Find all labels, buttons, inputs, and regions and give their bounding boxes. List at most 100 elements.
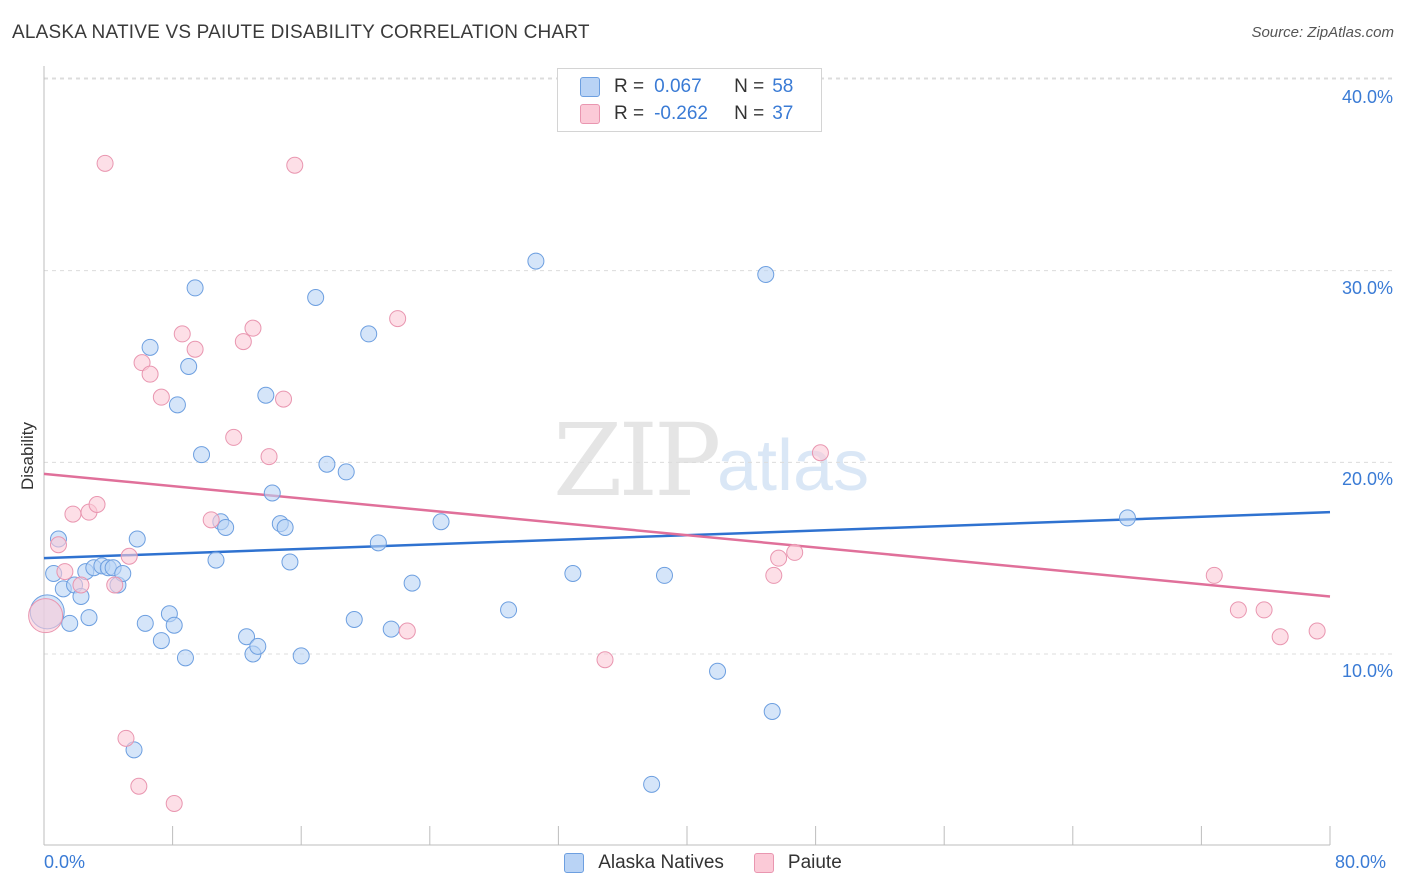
paiute-point xyxy=(770,549,788,567)
pink-swatch xyxy=(580,104,600,124)
x-tick-label: 0.0% xyxy=(44,852,86,872)
blue-swatch xyxy=(580,77,600,97)
legend-row-paiute: R = -0.262 N = 37 xyxy=(580,101,793,127)
paiute-point xyxy=(130,777,148,795)
series-legend: Alaska Natives Paiute xyxy=(0,852,1406,874)
paiute-point xyxy=(28,598,64,634)
alaska-native-point xyxy=(249,637,267,655)
paiute-point xyxy=(64,505,82,523)
paiute-point xyxy=(1271,628,1289,646)
legend-label: Alaska Natives xyxy=(598,852,724,873)
paiute-point xyxy=(72,576,90,594)
paiute-point xyxy=(49,536,67,554)
paiute-point xyxy=(133,354,151,372)
y-tick-label: 10.0% xyxy=(1341,661,1393,681)
alaska-native-point xyxy=(80,609,98,627)
n-value: 58 xyxy=(772,76,794,97)
alaska-native-point xyxy=(176,649,194,667)
paiute-point xyxy=(286,156,304,174)
alaska-native-point xyxy=(763,703,781,720)
alaska-native-point xyxy=(643,775,661,793)
r-value: -0.262 xyxy=(654,103,708,124)
r-label: R = xyxy=(614,103,645,124)
alaska-native-point xyxy=(217,519,235,536)
n-label: N = xyxy=(734,76,765,97)
y-tick-label: 40.0% xyxy=(1341,87,1393,107)
data-points xyxy=(28,154,1326,812)
alaska-native-point xyxy=(114,565,132,582)
alaska-native-point xyxy=(369,534,387,552)
blue-swatch xyxy=(564,853,585,873)
alaska-native-point xyxy=(281,553,299,571)
alaska-native-point xyxy=(276,519,294,536)
alaska-native-point xyxy=(337,463,355,481)
legend-item-alaska-natives: Alaska Natives xyxy=(564,852,724,874)
paiute-point xyxy=(244,319,262,337)
paiute-point xyxy=(398,622,416,640)
watermark-zip: ZIP xyxy=(553,402,721,519)
pink-swatch xyxy=(753,853,774,873)
n-label: N = xyxy=(734,103,765,124)
alaska-native-point xyxy=(165,616,183,634)
paiute-point xyxy=(186,340,204,358)
paiute-point xyxy=(765,566,783,584)
alaska-native-point xyxy=(257,386,275,404)
paiute-point xyxy=(234,333,252,351)
paiute-point xyxy=(275,390,293,408)
alaska-native-point xyxy=(141,338,159,356)
alaska-native-point xyxy=(500,601,518,619)
paiute-point xyxy=(141,365,159,383)
watermark-atlas: atlas xyxy=(717,426,870,506)
paiute-point xyxy=(202,511,220,529)
alaska-native-point xyxy=(125,741,143,759)
paiute-trend-line xyxy=(43,472,1331,598)
paiute-point xyxy=(260,448,278,466)
alaska-native-point xyxy=(432,513,450,531)
alaska-native-point xyxy=(709,662,727,680)
chart-title: ALASKA NATIVE VS PAIUTE DISABILITY CORRE… xyxy=(12,22,590,43)
alaska-native-point xyxy=(655,566,673,584)
alaska-native-point xyxy=(193,446,211,464)
y-axis-label: Disability xyxy=(18,421,37,491)
paiute-point xyxy=(389,310,407,328)
alaska-native-point xyxy=(263,484,281,502)
alaska-native-point xyxy=(403,574,421,592)
alaska-native-point xyxy=(238,628,256,646)
alaska-native-point xyxy=(207,551,225,569)
axes xyxy=(43,66,1331,846)
y-tick-label: 20.0% xyxy=(1341,469,1393,489)
paiute-point xyxy=(96,154,114,172)
alaska-native-point xyxy=(1118,509,1136,527)
paiute-point xyxy=(596,651,614,669)
alaska-native-point xyxy=(382,620,400,638)
alaska-native-point xyxy=(527,252,545,270)
n-value: 37 xyxy=(772,103,794,124)
paiute-point xyxy=(88,496,106,513)
paiute-point xyxy=(117,729,135,747)
paiute-point xyxy=(225,428,243,446)
alaska-native-point xyxy=(292,647,310,665)
paiute-point xyxy=(811,444,829,462)
paiute-point xyxy=(1308,622,1326,640)
alaska-native-point xyxy=(180,358,198,375)
paiute-point xyxy=(106,576,124,594)
r-label: R = xyxy=(614,76,645,97)
paiute-point xyxy=(165,795,183,812)
alaska-native-point xyxy=(360,325,378,343)
paiute-point xyxy=(786,543,804,561)
gridlines xyxy=(44,77,1395,655)
alaska-native-point xyxy=(564,565,582,582)
y-tick-label: 30.0% xyxy=(1341,278,1393,298)
trend-lines xyxy=(43,472,1331,598)
x-tick-label: 80.0% xyxy=(1335,852,1387,872)
correlation-legend: R = 0.067 N = 58 R = -0.262 N = 37 xyxy=(557,68,822,132)
legend-item-paiute: Paiute xyxy=(753,852,842,874)
r-value: 0.067 xyxy=(654,76,702,97)
alaska-native-point xyxy=(152,632,170,650)
legend-row-alaska: R = 0.067 N = 58 xyxy=(580,74,793,100)
alaska-native-point xyxy=(128,530,146,548)
paiute-point xyxy=(120,547,138,565)
paiute-point xyxy=(173,325,191,343)
paiute-point xyxy=(1255,601,1273,619)
